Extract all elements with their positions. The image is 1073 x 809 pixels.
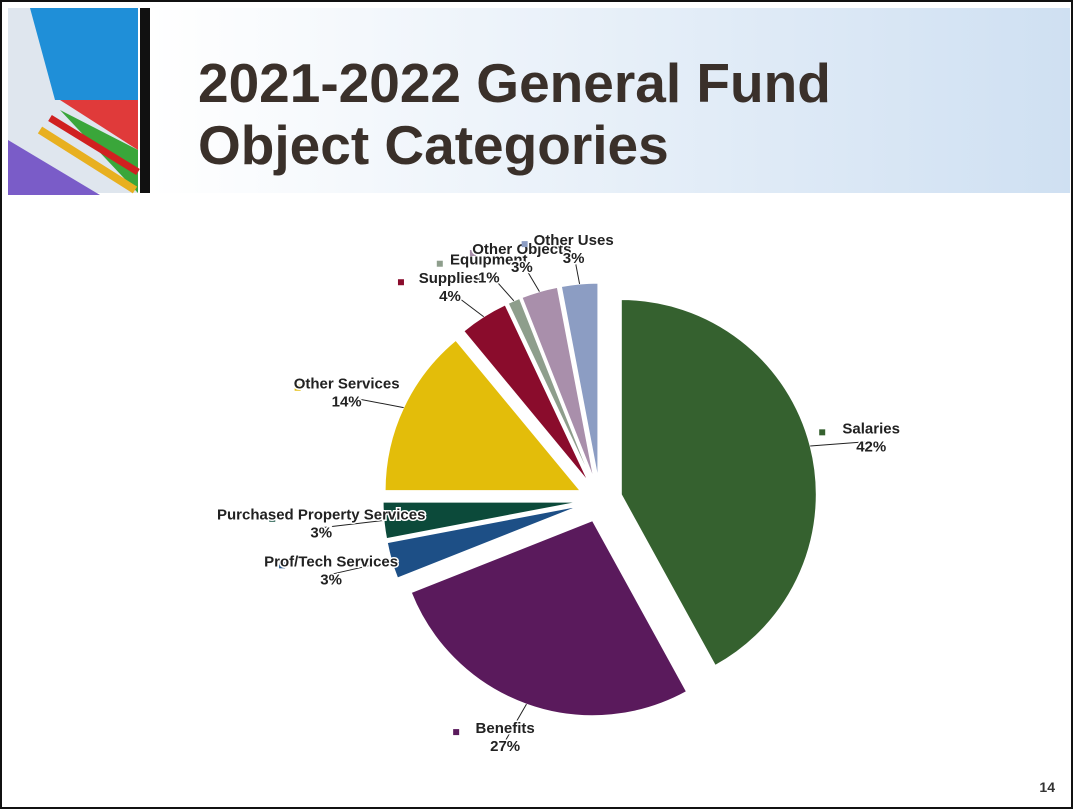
value-label: 3% [320, 571, 342, 588]
leader-line [810, 440, 872, 447]
pie-slice [386, 505, 580, 579]
slice-label: Supplies [419, 270, 482, 287]
value-label: 27% [490, 738, 520, 755]
chart-title: 2021-2022 General Fund Object Categories [198, 52, 831, 176]
pie-slice [521, 286, 595, 480]
divider-bar [140, 8, 150, 193]
value-label: 1% [478, 270, 500, 287]
legend-marker [294, 384, 301, 391]
pie-slice [384, 339, 582, 492]
value-label: 42% [856, 438, 886, 455]
pie-slice [382, 501, 579, 540]
legend-marker [397, 279, 404, 286]
leader-line [504, 703, 527, 742]
legend-marker [819, 429, 826, 436]
legend-marker [279, 562, 286, 569]
leader-line [321, 519, 385, 529]
legend-marker [436, 260, 443, 267]
leader-line [449, 290, 485, 318]
leader-line [521, 261, 540, 292]
value-label: 14% [332, 394, 362, 411]
value-label: 3% [563, 250, 585, 267]
slice-label: Salaries [842, 420, 900, 437]
value-label: 3% [310, 525, 332, 542]
slice-label: Purchased Property Services [217, 507, 425, 524]
legend-marker [453, 729, 460, 736]
page-number: 14 [1039, 779, 1055, 795]
slice-label: Benefits [476, 720, 535, 737]
header-band [150, 8, 1070, 193]
value-label: 4% [439, 288, 461, 305]
pie-slice [560, 282, 599, 479]
decor-image [8, 8, 140, 195]
legend-marker [521, 241, 528, 248]
value-label: 3% [511, 259, 533, 276]
leader-line [331, 560, 392, 575]
slice-label: Other Uses [534, 232, 614, 249]
slice-label: Other Objects [472, 241, 571, 258]
slice-label: Other Services [294, 376, 400, 393]
legend-marker [269, 515, 276, 522]
legend-marker [469, 250, 476, 257]
pie-slice [410, 520, 688, 717]
leader-line [573, 253, 581, 285]
leader-line [346, 396, 404, 409]
slice-label: Equipment [450, 252, 528, 269]
pie-slice [463, 304, 589, 482]
pie-slice [620, 299, 817, 667]
slice-label: Prof/Tech Services [264, 553, 398, 570]
leader-line [488, 272, 515, 302]
